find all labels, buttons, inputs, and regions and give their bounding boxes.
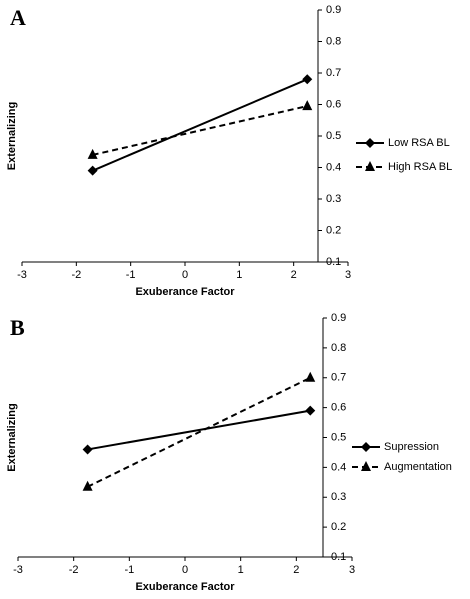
marker [82,480,93,491]
panel-label: B [10,315,25,340]
y-tick-label: 0.4 [331,461,346,473]
y-tick-label: 0.3 [331,491,346,503]
legend-label: Supression [384,441,439,453]
y-tick-label: 0.8 [326,35,341,47]
marker [302,74,313,85]
y-tick-label: 0.3 [326,193,341,205]
x-tick-label: 3 [349,564,355,576]
x-tick-label: -2 [71,269,81,281]
x-tick-label: 0 [182,564,188,576]
x-tick-label: 3 [345,269,351,281]
series-line [87,376,311,488]
y-axis-title: Externalizing [6,403,18,471]
y-tick-label: 0.7 [331,372,346,384]
x-tick-label: 1 [236,269,242,281]
x-tick-label: -1 [124,564,134,576]
y-tick-label: 0.6 [331,402,346,414]
y-axis-title: Externalizing [6,102,18,170]
legend-marker [365,138,375,148]
y-tick-label: 0.9 [331,312,346,324]
y-tick-label: 0.1 [331,551,346,563]
legend-marker [361,461,371,471]
series-line [87,409,311,451]
panel-label: A [10,5,26,30]
x-tick-label: -2 [69,564,79,576]
legend-label: Augmentation [384,461,452,473]
y-tick-label: 0.4 [326,161,341,173]
legend-label: Low RSA BL [388,137,450,149]
y-tick-label: 0.9 [326,4,341,16]
marker [305,405,316,416]
marker [82,444,93,455]
legend-marker [365,161,375,171]
x-tick-label: -3 [13,564,23,576]
marker [302,100,313,111]
x-tick-label: -3 [17,269,27,281]
x-tick-label: 2 [293,564,299,576]
marker [87,148,98,159]
y-tick-label: 0.2 [326,224,341,236]
series-line [92,78,308,172]
legend-label: High RSA BL [388,161,452,173]
y-tick-label: 0.5 [326,130,341,142]
x-axis-title: Exuberance Factor [135,286,235,298]
x-tick-label: 1 [238,564,244,576]
y-tick-label: 0.7 [326,67,341,79]
marker [87,165,98,176]
x-tick-label: -1 [126,269,136,281]
y-tick-label: 0.1 [326,256,341,268]
y-tick-label: 0.2 [331,521,346,533]
x-tick-label: 0 [182,269,188,281]
x-tick-label: 2 [291,269,297,281]
y-tick-label: 0.8 [331,342,346,354]
legend-marker [361,442,371,452]
marker [305,371,316,382]
y-tick-label: 0.6 [326,98,341,110]
x-axis-title: Exuberance Factor [135,581,235,593]
series-line [92,105,308,156]
y-tick-label: 0.5 [331,431,346,443]
